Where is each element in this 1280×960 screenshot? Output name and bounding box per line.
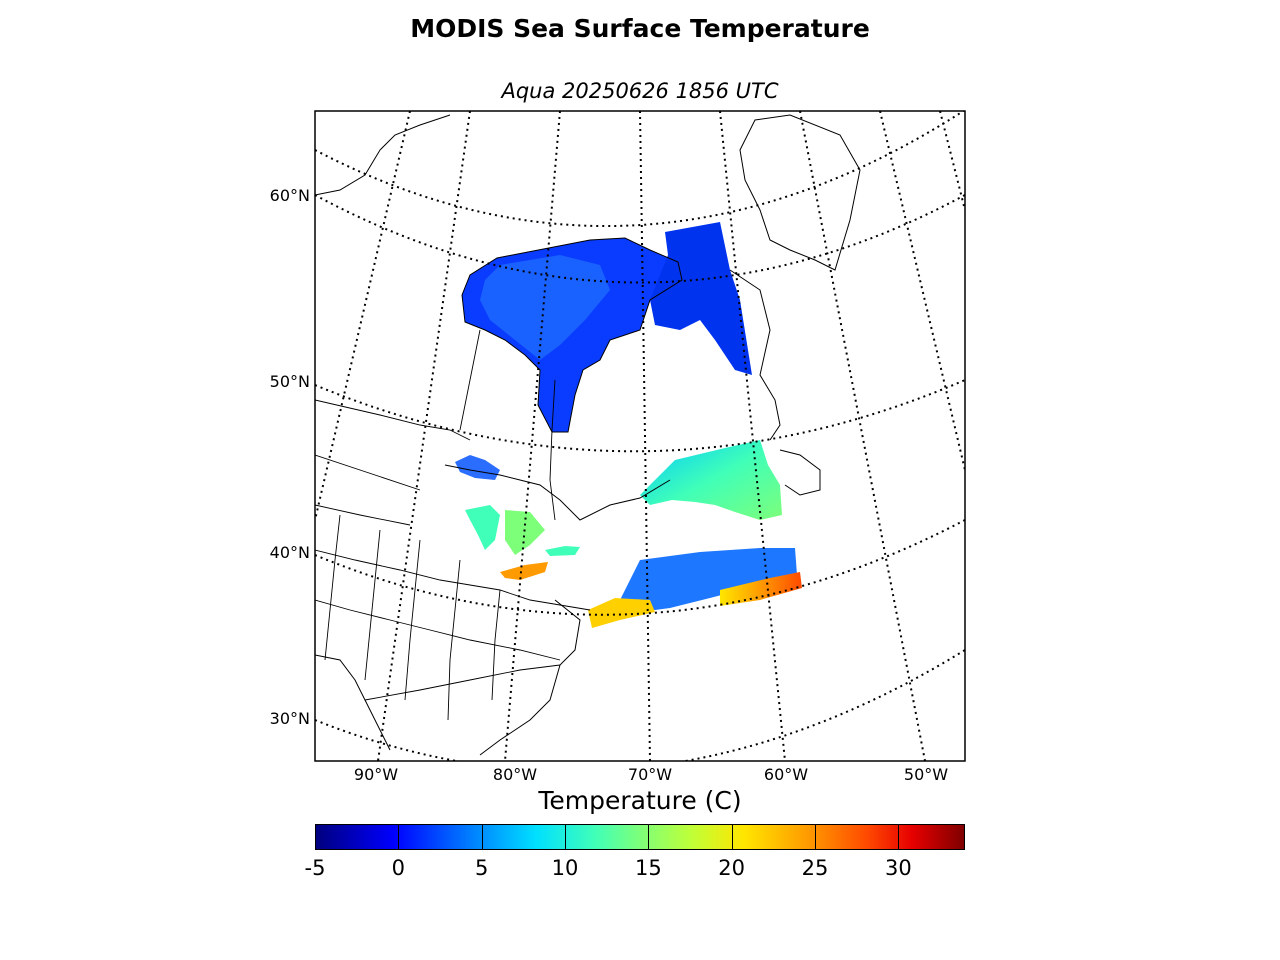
colorbar-tick: [648, 824, 650, 850]
colorbar-tick: [398, 824, 400, 850]
colorbar-ticks: [315, 824, 965, 850]
colorbar-tick-label: 0: [391, 856, 406, 880]
labrador-sst: [650, 222, 752, 375]
colorbar: [315, 824, 965, 850]
lake-michigan-sst: [465, 505, 500, 550]
lon-label-80: 80°W: [493, 765, 537, 784]
colorbar-tick-label: 25: [801, 856, 829, 880]
lon-label-60: 60°W: [764, 765, 808, 784]
colorbar-tick-label: -5: [304, 856, 326, 880]
lake-superior-sst: [455, 455, 500, 480]
state-borders: [315, 329, 591, 721]
lake-huron-sst: [505, 510, 545, 555]
lon-label-50: 50°W: [904, 765, 948, 784]
parallel-40: [315, 519, 965, 616]
parallel-50: [315, 379, 965, 453]
meridian-90: [377, 111, 471, 761]
lat-label-40: 40°N: [270, 543, 310, 562]
lat-label-30: 30°N: [270, 709, 310, 728]
atlantic-sst-cool: [620, 548, 797, 612]
meridian-80: [504, 111, 561, 761]
colorbar-tick-label: 5: [474, 856, 489, 880]
colorbar-label: Temperature (C): [538, 786, 742, 815]
meridian-70: [639, 111, 651, 761]
colorbar-tick-label: 10: [551, 856, 579, 880]
meridian-60: [719, 111, 786, 761]
colorbar-tick: [481, 824, 483, 850]
lake-ontario-sst: [545, 546, 580, 556]
map-frame: [314, 110, 966, 762]
atlantic-sst-warm: [720, 572, 802, 606]
colorbar-tick: [565, 824, 566, 850]
figure-title: MODIS Sea Surface Temperature: [410, 14, 870, 43]
colorbar-tick-label: 15: [634, 856, 662, 880]
colorbar-tick-label: 20: [718, 856, 746, 880]
colorbar-tick: [815, 824, 816, 850]
hudson-bay-sst-light: [480, 255, 610, 360]
colorbar-tick: [898, 824, 900, 850]
figure-subtitle: Aqua 20250626 1856 UTC: [501, 79, 779, 103]
meridian-50: [799, 111, 926, 761]
coastlines: [315, 114, 861, 756]
atlantic-sst-coast: [588, 598, 655, 628]
lat-label-50: 50°N: [270, 372, 310, 391]
lon-label-70: 70°W: [628, 765, 672, 784]
gulf-st-lawrence-sst: [640, 440, 782, 520]
lat-label-60: 60°N: [270, 186, 310, 205]
lake-erie-sst: [500, 562, 548, 580]
parallel-30: [315, 649, 965, 761]
lon-label-90: 90°W: [354, 765, 398, 784]
colorbar-tick: [731, 824, 733, 850]
graticule: [315, 111, 965, 761]
colorbar-tick-label: 30: [884, 856, 912, 880]
